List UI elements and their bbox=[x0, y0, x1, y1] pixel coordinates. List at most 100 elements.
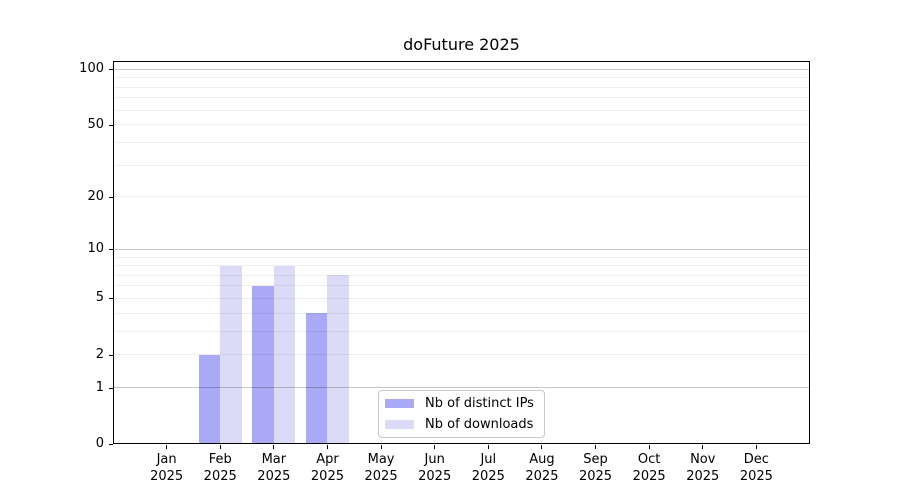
y-tick-mark bbox=[109, 298, 113, 300]
x-tick-month: Oct bbox=[637, 452, 661, 467]
minor-gridline bbox=[113, 354, 810, 356]
y-tick-label: 1 bbox=[95, 379, 104, 395]
minor-gridline bbox=[113, 109, 810, 111]
x-tick-year: 2025 bbox=[310, 469, 344, 484]
x-tick-mark bbox=[541, 445, 543, 449]
x-tick-label-oct: Oct 2025 bbox=[618, 451, 680, 485]
x-tick-mark bbox=[219, 445, 221, 449]
y-tick-label: 2 bbox=[95, 346, 104, 362]
y-tick-label: 5 bbox=[95, 290, 104, 306]
x-tick-month: Mar bbox=[261, 452, 287, 467]
x-tick-month: Feb bbox=[208, 452, 232, 467]
x-tick-mark bbox=[273, 445, 275, 449]
x-tick-month: Sep bbox=[583, 452, 608, 467]
y-tick-label: 100 bbox=[79, 61, 104, 77]
x-tick-label-jul: Jul 2025 bbox=[457, 451, 519, 485]
y-tick-label: 20 bbox=[87, 188, 104, 204]
x-tick-year: 2025 bbox=[525, 469, 559, 484]
y-tick-label: 0 bbox=[95, 436, 104, 451]
x-tick-label-aug: Aug 2025 bbox=[511, 451, 573, 485]
plot-border bbox=[113, 61, 810, 444]
x-tick-year: 2025 bbox=[150, 469, 184, 484]
x-tick-mark bbox=[595, 445, 597, 449]
y-tick-mark bbox=[109, 69, 113, 71]
bar-distinct-ips-mar bbox=[252, 285, 274, 444]
x-tick-year: 2025 bbox=[632, 469, 666, 484]
x-tick-label-dec: Dec 2025 bbox=[725, 451, 787, 485]
minor-gridline bbox=[113, 196, 810, 198]
legend-item-distinct-ips: Nb of distinct IPs bbox=[385, 396, 544, 412]
x-tick-year: 2025 bbox=[257, 469, 291, 484]
major-gridline bbox=[113, 248, 810, 250]
x-tick-mark bbox=[702, 445, 704, 449]
x-tick-mark bbox=[380, 445, 382, 449]
x-tick-mark bbox=[166, 445, 168, 449]
x-tick-mark bbox=[755, 445, 757, 449]
x-tick-month: Nov bbox=[690, 452, 716, 467]
minor-gridline bbox=[113, 86, 810, 88]
legend-label-downloads: Nb of downloads bbox=[425, 417, 534, 432]
major-gridline bbox=[113, 387, 810, 389]
minor-gridline bbox=[113, 312, 810, 314]
legend-label-distinct-ips: Nb of distinct IPs bbox=[425, 396, 534, 411]
bar-distinct-ips-feb bbox=[198, 354, 221, 444]
x-tick-month: Aug bbox=[529, 452, 555, 467]
minor-gridline bbox=[113, 256, 810, 258]
x-tick-year: 2025 bbox=[364, 469, 398, 484]
x-tick-year: 2025 bbox=[418, 469, 452, 484]
x-tick-mark bbox=[434, 445, 436, 449]
x-tick-mark bbox=[326, 445, 328, 449]
y-tick-mark bbox=[109, 444, 113, 445]
x-tick-year: 2025 bbox=[739, 469, 773, 484]
y-tick-mark bbox=[109, 387, 113, 389]
minor-gridline bbox=[113, 274, 810, 276]
x-tick-year: 2025 bbox=[203, 469, 237, 484]
y-tick-mark bbox=[109, 196, 113, 198]
x-tick-label-feb: Feb 2025 bbox=[189, 451, 251, 485]
x-tick-label-sep: Sep 2025 bbox=[565, 451, 627, 485]
minor-gridline bbox=[113, 297, 810, 299]
minor-gridline bbox=[113, 77, 810, 79]
bar-distinct-ips-apr bbox=[305, 313, 328, 444]
y-tick-mark bbox=[109, 354, 113, 356]
x-tick-month: May bbox=[367, 452, 395, 467]
minor-gridline bbox=[113, 265, 810, 267]
minor-gridline bbox=[113, 141, 810, 143]
x-tick-label-may: May 2025 bbox=[350, 451, 412, 485]
major-gridline bbox=[113, 68, 810, 70]
bar-downloads-mar bbox=[273, 265, 296, 444]
bar-downloads-feb bbox=[220, 265, 242, 444]
y-tick-mark bbox=[109, 249, 113, 251]
minor-gridline bbox=[113, 97, 810, 99]
plot-area bbox=[113, 61, 810, 444]
legend: Nb of distinct IPs Nb of downloads bbox=[378, 390, 545, 438]
x-tick-label-jun: Jun 2025 bbox=[404, 451, 466, 485]
x-tick-mark bbox=[648, 445, 650, 449]
x-tick-month: Jan bbox=[156, 452, 177, 467]
chart-title: doFuture 2025 bbox=[403, 35, 520, 54]
x-tick-month: Jun bbox=[424, 452, 445, 467]
y-tick-label: 50 bbox=[87, 116, 104, 132]
legend-swatch-downloads bbox=[385, 420, 414, 429]
y-tick-label: 10 bbox=[87, 241, 104, 257]
minor-gridline bbox=[113, 124, 810, 126]
y-tick-mark bbox=[109, 124, 113, 126]
x-tick-year: 2025 bbox=[686, 469, 720, 484]
x-tick-month: Jul bbox=[480, 452, 497, 467]
bar-downloads-apr bbox=[327, 275, 349, 444]
x-tick-year: 2025 bbox=[471, 469, 505, 484]
legend-item-downloads: Nb of downloads bbox=[385, 417, 544, 433]
x-tick-year: 2025 bbox=[578, 469, 613, 484]
x-tick-label-jan: Jan 2025 bbox=[136, 451, 198, 485]
x-tick-label-nov: Nov 2025 bbox=[672, 451, 734, 485]
x-tick-mark bbox=[487, 445, 489, 449]
minor-gridline bbox=[113, 164, 810, 166]
legend-swatch-distinct-ips bbox=[385, 399, 414, 408]
x-tick-month: Dec bbox=[743, 452, 769, 467]
x-tick-label-mar: Mar 2025 bbox=[243, 451, 305, 485]
minor-gridline bbox=[113, 330, 810, 332]
x-tick-label-apr: Apr 2025 bbox=[296, 451, 358, 485]
minor-gridline bbox=[113, 285, 810, 287]
x-tick-month: Apr bbox=[316, 452, 339, 467]
